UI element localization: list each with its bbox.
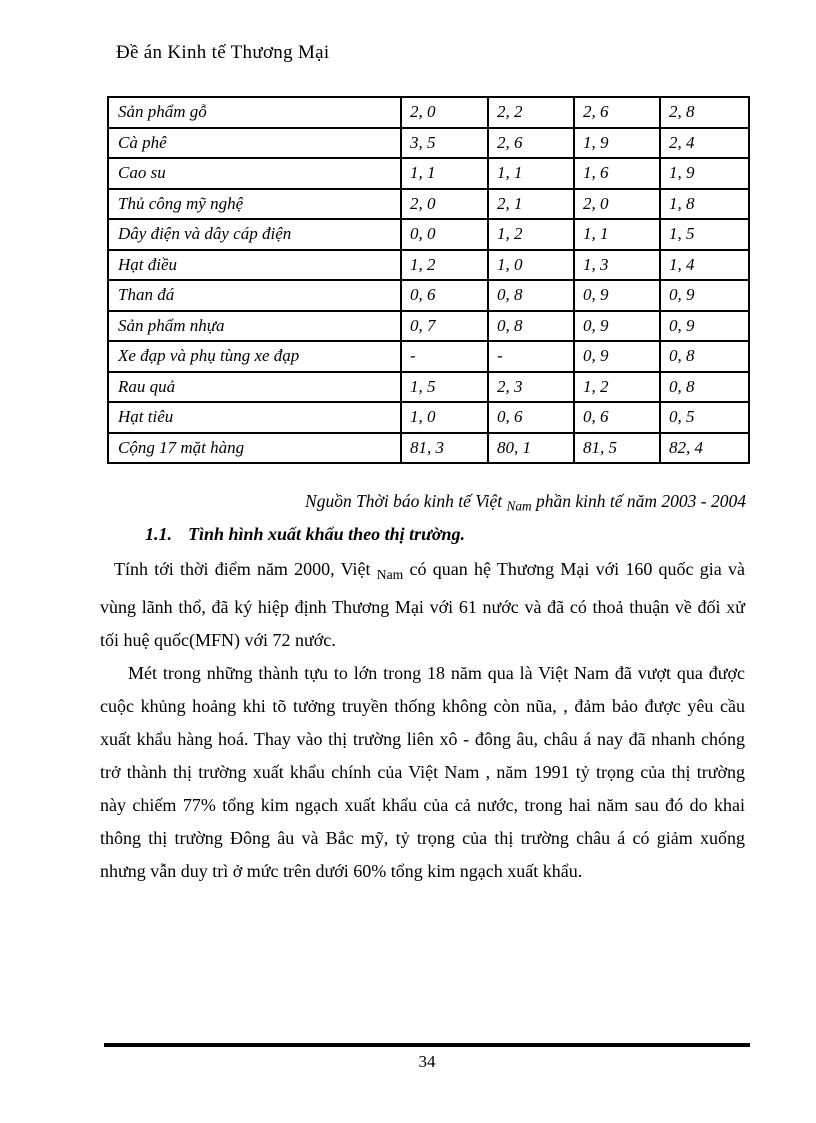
row-value: 2, 2 [487, 96, 575, 129]
row-value: - [487, 340, 575, 373]
row-value: 80, 1 [487, 431, 575, 464]
document-header-title: Đề án Kinh tế Thương Mại [116, 42, 330, 63]
row-value: 2, 4 [659, 126, 750, 159]
row-label: Sản phẩm gỗ [107, 96, 402, 129]
row-label: Dây điện và dây cáp điện [107, 218, 402, 251]
row-value: 0, 9 [573, 340, 661, 373]
row-value: 0, 6 [487, 401, 575, 434]
subscript-text: Nam [506, 498, 532, 514]
table-row: Dây điện và dây cáp điện 0, 0 1, 2 1, 1 1, 5 [107, 218, 750, 251]
row-value: 2, 6 [573, 96, 661, 129]
row-value: 0, 8 [659, 340, 750, 373]
row-value: 0, 9 [573, 309, 661, 342]
row-value: 2, 3 [487, 370, 575, 403]
table-row: Cao su 1, 1 1, 1 1, 6 1, 9 [107, 157, 750, 190]
row-label: Cà phê [107, 126, 402, 159]
row-value: 2, 0 [400, 187, 489, 220]
row-value: 1, 2 [487, 218, 575, 251]
text-segment: Nguồn Thời báo kinh tế Việt [305, 491, 507, 511]
row-value: 2, 0 [400, 96, 489, 129]
table-row: Xe đạp và phụ tùng xe đạp - -0, 9 0, 8 [107, 340, 750, 373]
row-value: 0, 9 [659, 279, 750, 312]
row-label: Xe đạp và phụ tùng xe đạp [107, 340, 402, 373]
table-row: Cà phê 3, 5 2, 6 1, 9 2, 4 [107, 126, 750, 159]
table-source-note: Nguồn Thời báo kinh tế Việt Nam phần kin… [107, 491, 746, 515]
export-table-body: Sản phẩm gỗ 2, 0 2, 2 2, 6 2, 8 Cà phê 3, 5 2, … [107, 96, 750, 464]
page-number: 34 [418, 1052, 436, 1071]
row-value: 1, 1 [573, 218, 661, 251]
table-row: Than đá 0, 6 0, 8 0, 9 0, 9 [107, 279, 750, 312]
row-value: 3, 5 [400, 126, 489, 159]
subscript-text: Nam [376, 566, 404, 582]
table-row: Sản phẩm gỗ 2, 0 2, 2 2, 6 2, 8 [107, 96, 750, 129]
row-value: 1, 2 [573, 370, 661, 403]
text-segment: Mét trong những thành tựu to lớn trong 1… [100, 662, 745, 881]
table-row: Rau quả 1, 5 2, 3 1, 2 0, 8 [107, 370, 750, 403]
row-value: 1, 0 [400, 401, 489, 434]
row-value: 0, 8 [659, 370, 750, 403]
row-value: 0, 9 [573, 279, 661, 312]
row-value: 0, 8 [487, 309, 575, 342]
row-value: 82, 4 [659, 431, 750, 464]
row-value: 1, 9 [659, 157, 750, 190]
section-title: Tình hình xuất khẩu theo thị trường. [188, 524, 466, 544]
export-commodities-table: Sản phẩm gỗ 2, 0 2, 2 2, 6 2, 8 Cà phê 3, 5 2, … [107, 96, 750, 464]
row-value: 1, 0 [487, 248, 575, 281]
row-value: 1, 5 [659, 218, 750, 251]
text-segment: Tính tới thời điểm năm 2000, Việt [114, 559, 377, 579]
body-text: Tính tới thời điểm năm 2000, Việt Nam có… [100, 553, 745, 888]
section-number: 1.1. [145, 524, 172, 544]
row-value: 1, 8 [659, 187, 750, 220]
row-value: 81, 5 [573, 431, 661, 464]
row-label: Hạt điều [107, 248, 402, 281]
text-segment: phần kinh tế năm 2003 - 2004 [531, 491, 746, 511]
row-value: 1, 6 [573, 157, 661, 190]
row-value: 1, 9 [573, 126, 661, 159]
row-value: 0, 5 [659, 401, 750, 434]
table-row: Hạt tiêu 1, 0 0, 6 0, 6 0, 5 [107, 401, 750, 434]
table-row: Cộng 17 mặt hàng 81, 3 80, 1 81, 5 82, 4 [107, 431, 750, 464]
table-row: Thủ công mỹ nghệ 2, 0 2, 1 2, 0 1, 8 [107, 187, 750, 220]
row-value: 2, 0 [573, 187, 661, 220]
row-value: 0, 6 [400, 279, 489, 312]
section-heading: 1.1. Tình hình xuất khẩu theo thị trường… [145, 524, 465, 545]
row-value: 1, 4 [659, 248, 750, 281]
row-value: - [400, 340, 489, 373]
row-value: 0, 6 [573, 401, 661, 434]
row-value: 1, 5 [400, 370, 489, 403]
row-value: 1, 2 [400, 248, 489, 281]
row-value: 81, 3 [400, 431, 489, 464]
table-row: Sản phẩm nhựa 0, 7 0, 8 0, 9 0, 9 [107, 309, 750, 342]
text-segment: có quan hệ Thương Mại với 160 quốc gia v… [100, 559, 745, 650]
body-paragraph: Tính tới thời điểm năm 2000, Việt Nam có… [100, 553, 745, 657]
row-value: 0, 8 [487, 279, 575, 312]
row-label: Than đá [107, 279, 402, 312]
row-value: 1, 1 [400, 157, 489, 190]
row-label: Cộng 17 mặt hàng [107, 431, 402, 464]
footer-rule [104, 1043, 750, 1047]
row-label: Thủ công mỹ nghệ [107, 187, 402, 220]
row-value: 0, 7 [400, 309, 489, 342]
row-value: 2, 8 [659, 96, 750, 129]
body-paragraph: Mét trong những thành tựu to lớn trong 1… [100, 657, 745, 888]
row-value: 0, 0 [400, 218, 489, 251]
row-value: 2, 1 [487, 187, 575, 220]
row-label: Sản phẩm nhựa [107, 309, 402, 342]
row-value: 2, 6 [487, 126, 575, 159]
row-label: Rau quả [107, 370, 402, 403]
row-value: 1, 3 [573, 248, 661, 281]
row-value: 0, 9 [659, 309, 750, 342]
row-label: Cao su [107, 157, 402, 190]
row-value: 1, 1 [487, 157, 575, 190]
table-row: Hạt điều 1, 2 1, 0 1, 3 1, 4 [107, 248, 750, 281]
row-label: Hạt tiêu [107, 401, 402, 434]
